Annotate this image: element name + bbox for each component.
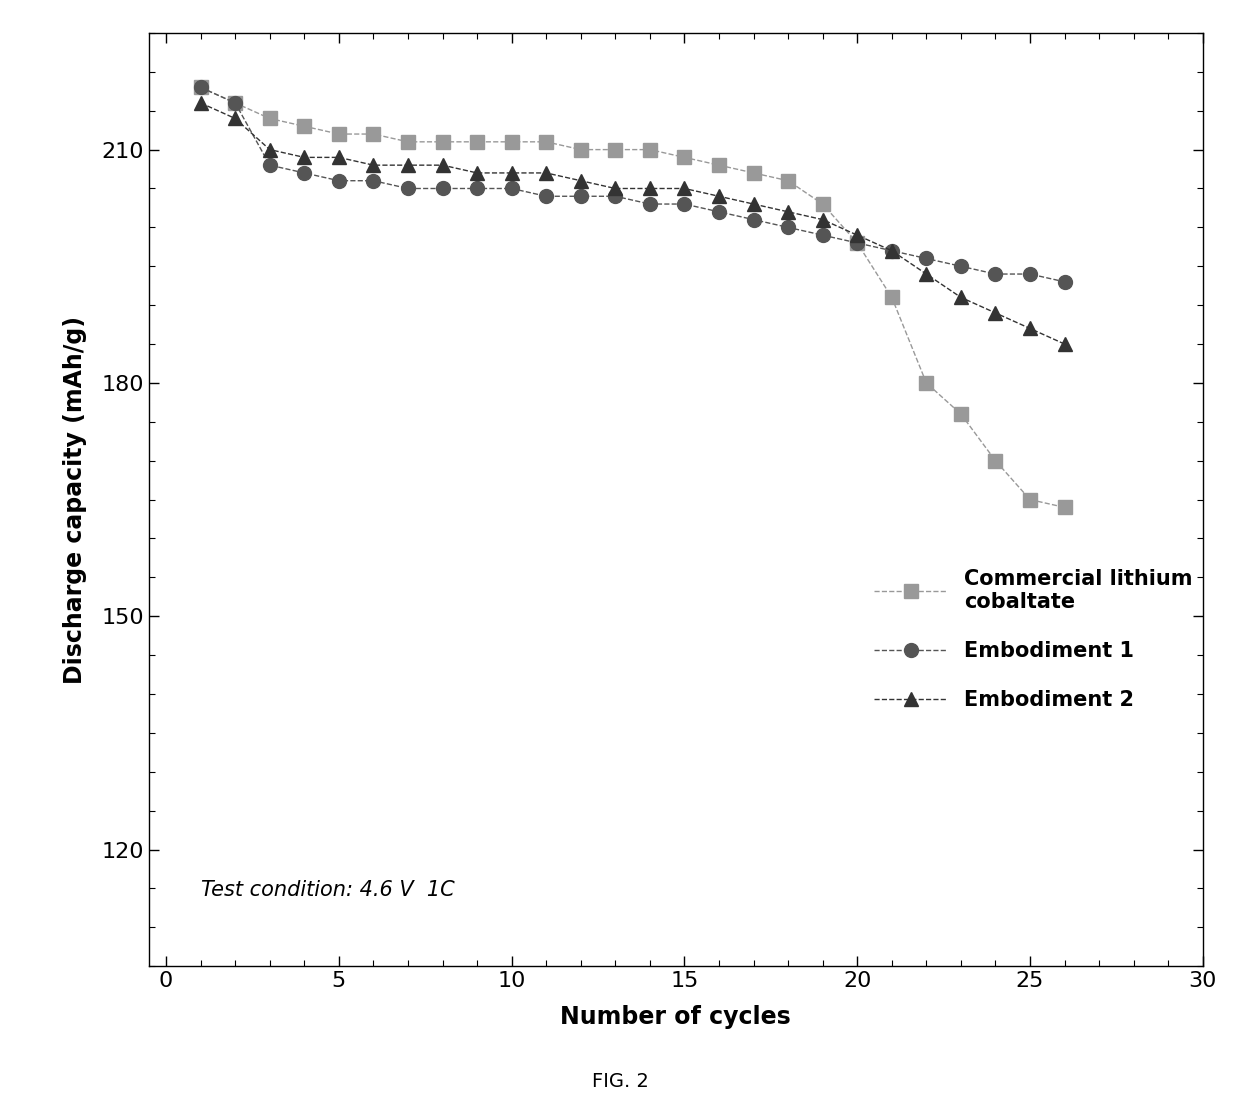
- Embodiment 2: [538, 167, 553, 180]
- Commercial lithium
cobaltate: [573, 143, 588, 156]
- Embodiment 2: [193, 97, 208, 110]
- Embodiment 1: [193, 81, 208, 94]
- Line: Embodiment 1: Embodiment 1: [193, 80, 1071, 289]
- Embodiment 1: [954, 259, 968, 272]
- Commercial lithium
cobaltate: [815, 198, 830, 211]
- Embodiment 2: [296, 150, 311, 164]
- Embodiment 1: [884, 244, 899, 257]
- Embodiment 1: [815, 228, 830, 242]
- Embodiment 1: [1023, 268, 1038, 281]
- X-axis label: Number of cycles: Number of cycles: [560, 1005, 791, 1029]
- Embodiment 2: [954, 291, 968, 304]
- Embodiment 1: [228, 97, 243, 110]
- Commercial lithium
cobaltate: [401, 135, 415, 148]
- Commercial lithium
cobaltate: [263, 112, 278, 125]
- Commercial lithium
cobaltate: [746, 167, 761, 180]
- Commercial lithium
cobaltate: [296, 120, 311, 133]
- Embodiment 2: [228, 112, 243, 125]
- Commercial lithium
cobaltate: [1023, 493, 1038, 506]
- Legend: Commercial lithium
cobaltate, Embodiment 1, Embodiment 2: Commercial lithium cobaltate, Embodiment…: [874, 569, 1193, 710]
- Commercial lithium
cobaltate: [366, 127, 381, 141]
- Embodiment 2: [642, 182, 657, 195]
- Embodiment 1: [746, 213, 761, 226]
- Commercial lithium
cobaltate: [193, 81, 208, 94]
- Embodiment 1: [331, 175, 346, 188]
- Embodiment 1: [919, 251, 934, 265]
- Embodiment 1: [470, 182, 485, 195]
- Embodiment 2: [366, 158, 381, 171]
- Line: Commercial lithium
cobaltate: Commercial lithium cobaltate: [193, 80, 1071, 514]
- Embodiment 1: [608, 190, 622, 203]
- Embodiment 1: [712, 205, 727, 219]
- Embodiment 2: [677, 182, 692, 195]
- Embodiment 1: [677, 198, 692, 211]
- Commercial lithium
cobaltate: [712, 158, 727, 171]
- Embodiment 2: [712, 190, 727, 203]
- Commercial lithium
cobaltate: [919, 377, 934, 390]
- Embodiment 1: [988, 268, 1003, 281]
- Embodiment 2: [401, 158, 415, 171]
- Embodiment 2: [919, 268, 934, 281]
- Commercial lithium
cobaltate: [538, 135, 553, 148]
- Embodiment 1: [642, 198, 657, 211]
- Embodiment 1: [263, 158, 278, 171]
- Embodiment 2: [1058, 337, 1073, 350]
- Embodiment 2: [988, 306, 1003, 320]
- Embodiment 1: [435, 182, 450, 195]
- Y-axis label: Discharge capacity (mAh/g): Discharge capacity (mAh/g): [63, 315, 88, 684]
- Embodiment 2: [263, 143, 278, 156]
- Commercial lithium
cobaltate: [849, 236, 864, 249]
- Embodiment 1: [1058, 276, 1073, 289]
- Commercial lithium
cobaltate: [228, 97, 243, 110]
- Embodiment 2: [746, 198, 761, 211]
- Embodiment 1: [366, 175, 381, 188]
- Embodiment 2: [815, 213, 830, 226]
- Commercial lithium
cobaltate: [884, 291, 899, 304]
- Embodiment 2: [470, 167, 485, 180]
- Embodiment 1: [401, 182, 415, 195]
- Embodiment 1: [296, 167, 311, 180]
- Commercial lithium
cobaltate: [954, 407, 968, 421]
- Embodiment 2: [1023, 322, 1038, 335]
- Embodiment 2: [505, 167, 520, 180]
- Embodiment 1: [781, 221, 796, 234]
- Commercial lithium
cobaltate: [988, 455, 1003, 468]
- Commercial lithium
cobaltate: [435, 135, 450, 148]
- Embodiment 2: [849, 228, 864, 242]
- Embodiment 2: [435, 158, 450, 171]
- Line: Embodiment 2: Embodiment 2: [193, 96, 1071, 351]
- Commercial lithium
cobaltate: [505, 135, 520, 148]
- Commercial lithium
cobaltate: [1058, 501, 1073, 514]
- Text: Test condition: 4.6 V  1C: Test condition: 4.6 V 1C: [201, 881, 454, 900]
- Embodiment 2: [781, 205, 796, 219]
- Embodiment 2: [331, 150, 346, 164]
- Commercial lithium
cobaltate: [331, 127, 346, 141]
- Embodiment 2: [573, 175, 588, 188]
- Embodiment 1: [505, 182, 520, 195]
- Embodiment 1: [538, 190, 553, 203]
- Embodiment 1: [849, 236, 864, 249]
- Commercial lithium
cobaltate: [608, 143, 622, 156]
- Embodiment 1: [573, 190, 588, 203]
- Commercial lithium
cobaltate: [677, 150, 692, 164]
- Commercial lithium
cobaltate: [642, 143, 657, 156]
- Embodiment 2: [884, 244, 899, 257]
- Commercial lithium
cobaltate: [470, 135, 485, 148]
- Commercial lithium
cobaltate: [781, 175, 796, 188]
- Embodiment 2: [608, 182, 622, 195]
- Text: FIG. 2: FIG. 2: [591, 1072, 649, 1091]
